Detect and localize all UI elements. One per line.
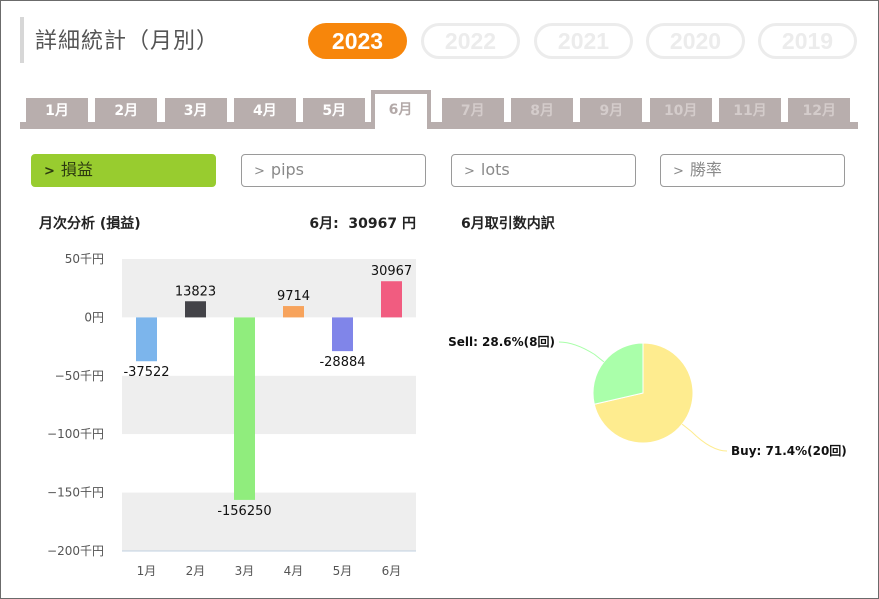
- tab-month-10: 10月: [649, 98, 712, 124]
- page-title: 詳細統計（月別）: [35, 29, 220, 54]
- grid-band: [122, 259, 416, 318]
- bar-4[interactable]: [283, 306, 304, 318]
- bar-value-label: 30967: [371, 264, 412, 279]
- filter-button-pips[interactable]: > pips: [241, 154, 426, 187]
- pie-slice-sell[interactable]: [592, 342, 644, 405]
- tab-month-11: 11月: [719, 98, 781, 124]
- filter-button-profit-loss[interactable]: > 損益: [31, 154, 216, 187]
- bar-6[interactable]: [381, 281, 402, 318]
- bar-5[interactable]: [332, 317, 353, 352]
- y-tick-label: 0円: [84, 310, 104, 324]
- tab-month-4[interactable]: 4月: [233, 98, 296, 124]
- x-tick-label: 2月: [186, 564, 206, 578]
- tab-month-12: 12月: [788, 98, 851, 124]
- pie-leader-line: [681, 423, 728, 452]
- chevron-right-icon: >: [464, 164, 475, 179]
- filter-label: 勝率: [689, 160, 722, 179]
- x-tick-label: 5月: [333, 564, 353, 578]
- y-tick-label: −150千円: [47, 486, 104, 500]
- tab-month-2[interactable]: 2月: [95, 98, 158, 124]
- filter-button-lots[interactable]: > lots: [451, 154, 636, 187]
- grid-band: [122, 434, 416, 493]
- y-tick-label: −50千円: [55, 369, 104, 383]
- filter-label: pips: [270, 160, 304, 179]
- y-tick-label: −200千円: [47, 544, 104, 558]
- pie-leader-line: [558, 341, 605, 363]
- bar-value-label: -156250: [217, 504, 271, 519]
- grid-band: [122, 492, 416, 551]
- y-tick-label: 50千円: [65, 252, 104, 266]
- pie-label-sell: Sell: 28.6%(8回): [448, 335, 555, 349]
- grid-band: [122, 375, 416, 435]
- x-tick-label: 3月: [235, 564, 255, 578]
- tab-month-7: 7月: [441, 98, 504, 124]
- filter-label: lots: [480, 160, 510, 179]
- x-tick-label: 4月: [284, 564, 304, 578]
- filter-button-win-rate[interactable]: > 勝率: [660, 154, 845, 187]
- breakdown-title: 6月取引数内訳: [461, 216, 555, 232]
- tab-month-3[interactable]: 3月: [164, 98, 227, 124]
- year-button-2022[interactable]: 2022: [421, 23, 520, 59]
- month-total: 6月: 30967 円: [309, 216, 416, 232]
- chevron-right-icon: >: [673, 164, 684, 179]
- tab-month-5[interactable]: 5月: [303, 98, 366, 124]
- grid-band: [122, 317, 416, 376]
- chevron-right-icon: >: [44, 164, 55, 179]
- month-tab-strip: [20, 122, 858, 129]
- filter-label: 損益: [60, 160, 93, 179]
- year-button-2020[interactable]: 2020: [646, 23, 745, 59]
- tab-month-1[interactable]: 1月: [26, 98, 88, 124]
- chevron-right-icon: >: [254, 164, 265, 179]
- year-button-2021[interactable]: 2021: [534, 23, 633, 59]
- tab-month-6[interactable]: 6月: [370, 90, 431, 129]
- tab-month-9: 9月: [580, 98, 643, 124]
- title-accent-bar: [20, 17, 24, 63]
- year-button-2023[interactable]: 2023: [308, 23, 407, 59]
- tab-month-8: 8月: [511, 98, 574, 124]
- bar-value-label: 9714: [277, 289, 310, 304]
- bar-1[interactable]: [136, 317, 157, 362]
- monthly-analysis-title: 月次分析 (損益): [39, 216, 141, 232]
- y-tick-label: −100千円: [47, 427, 104, 441]
- trade-breakdown-pie-chart: Buy: 71.4%(20回) Sell: 28.6%(8回): [448, 335, 847, 458]
- pie-label-buy: Buy: 71.4%(20回): [731, 444, 847, 458]
- bar-2[interactable]: [185, 301, 206, 318]
- bar-value-label: -28884: [319, 355, 365, 370]
- x-tick-label: 6月: [382, 564, 402, 578]
- bar-3[interactable]: [234, 317, 255, 500]
- bar-value-label: 13823: [175, 284, 216, 299]
- monthly-pl-bar-chart: 50千円 0円 −50千円 −100千円 −150千円 −200千円 -37522 1月 138…: [47, 252, 416, 578]
- x-tick-label: 1月: [137, 564, 157, 578]
- pie-slice-buy[interactable]: [593, 342, 694, 444]
- year-button-2019[interactable]: 2019: [758, 23, 857, 59]
- bar-value-label: -37522: [123, 365, 169, 380]
